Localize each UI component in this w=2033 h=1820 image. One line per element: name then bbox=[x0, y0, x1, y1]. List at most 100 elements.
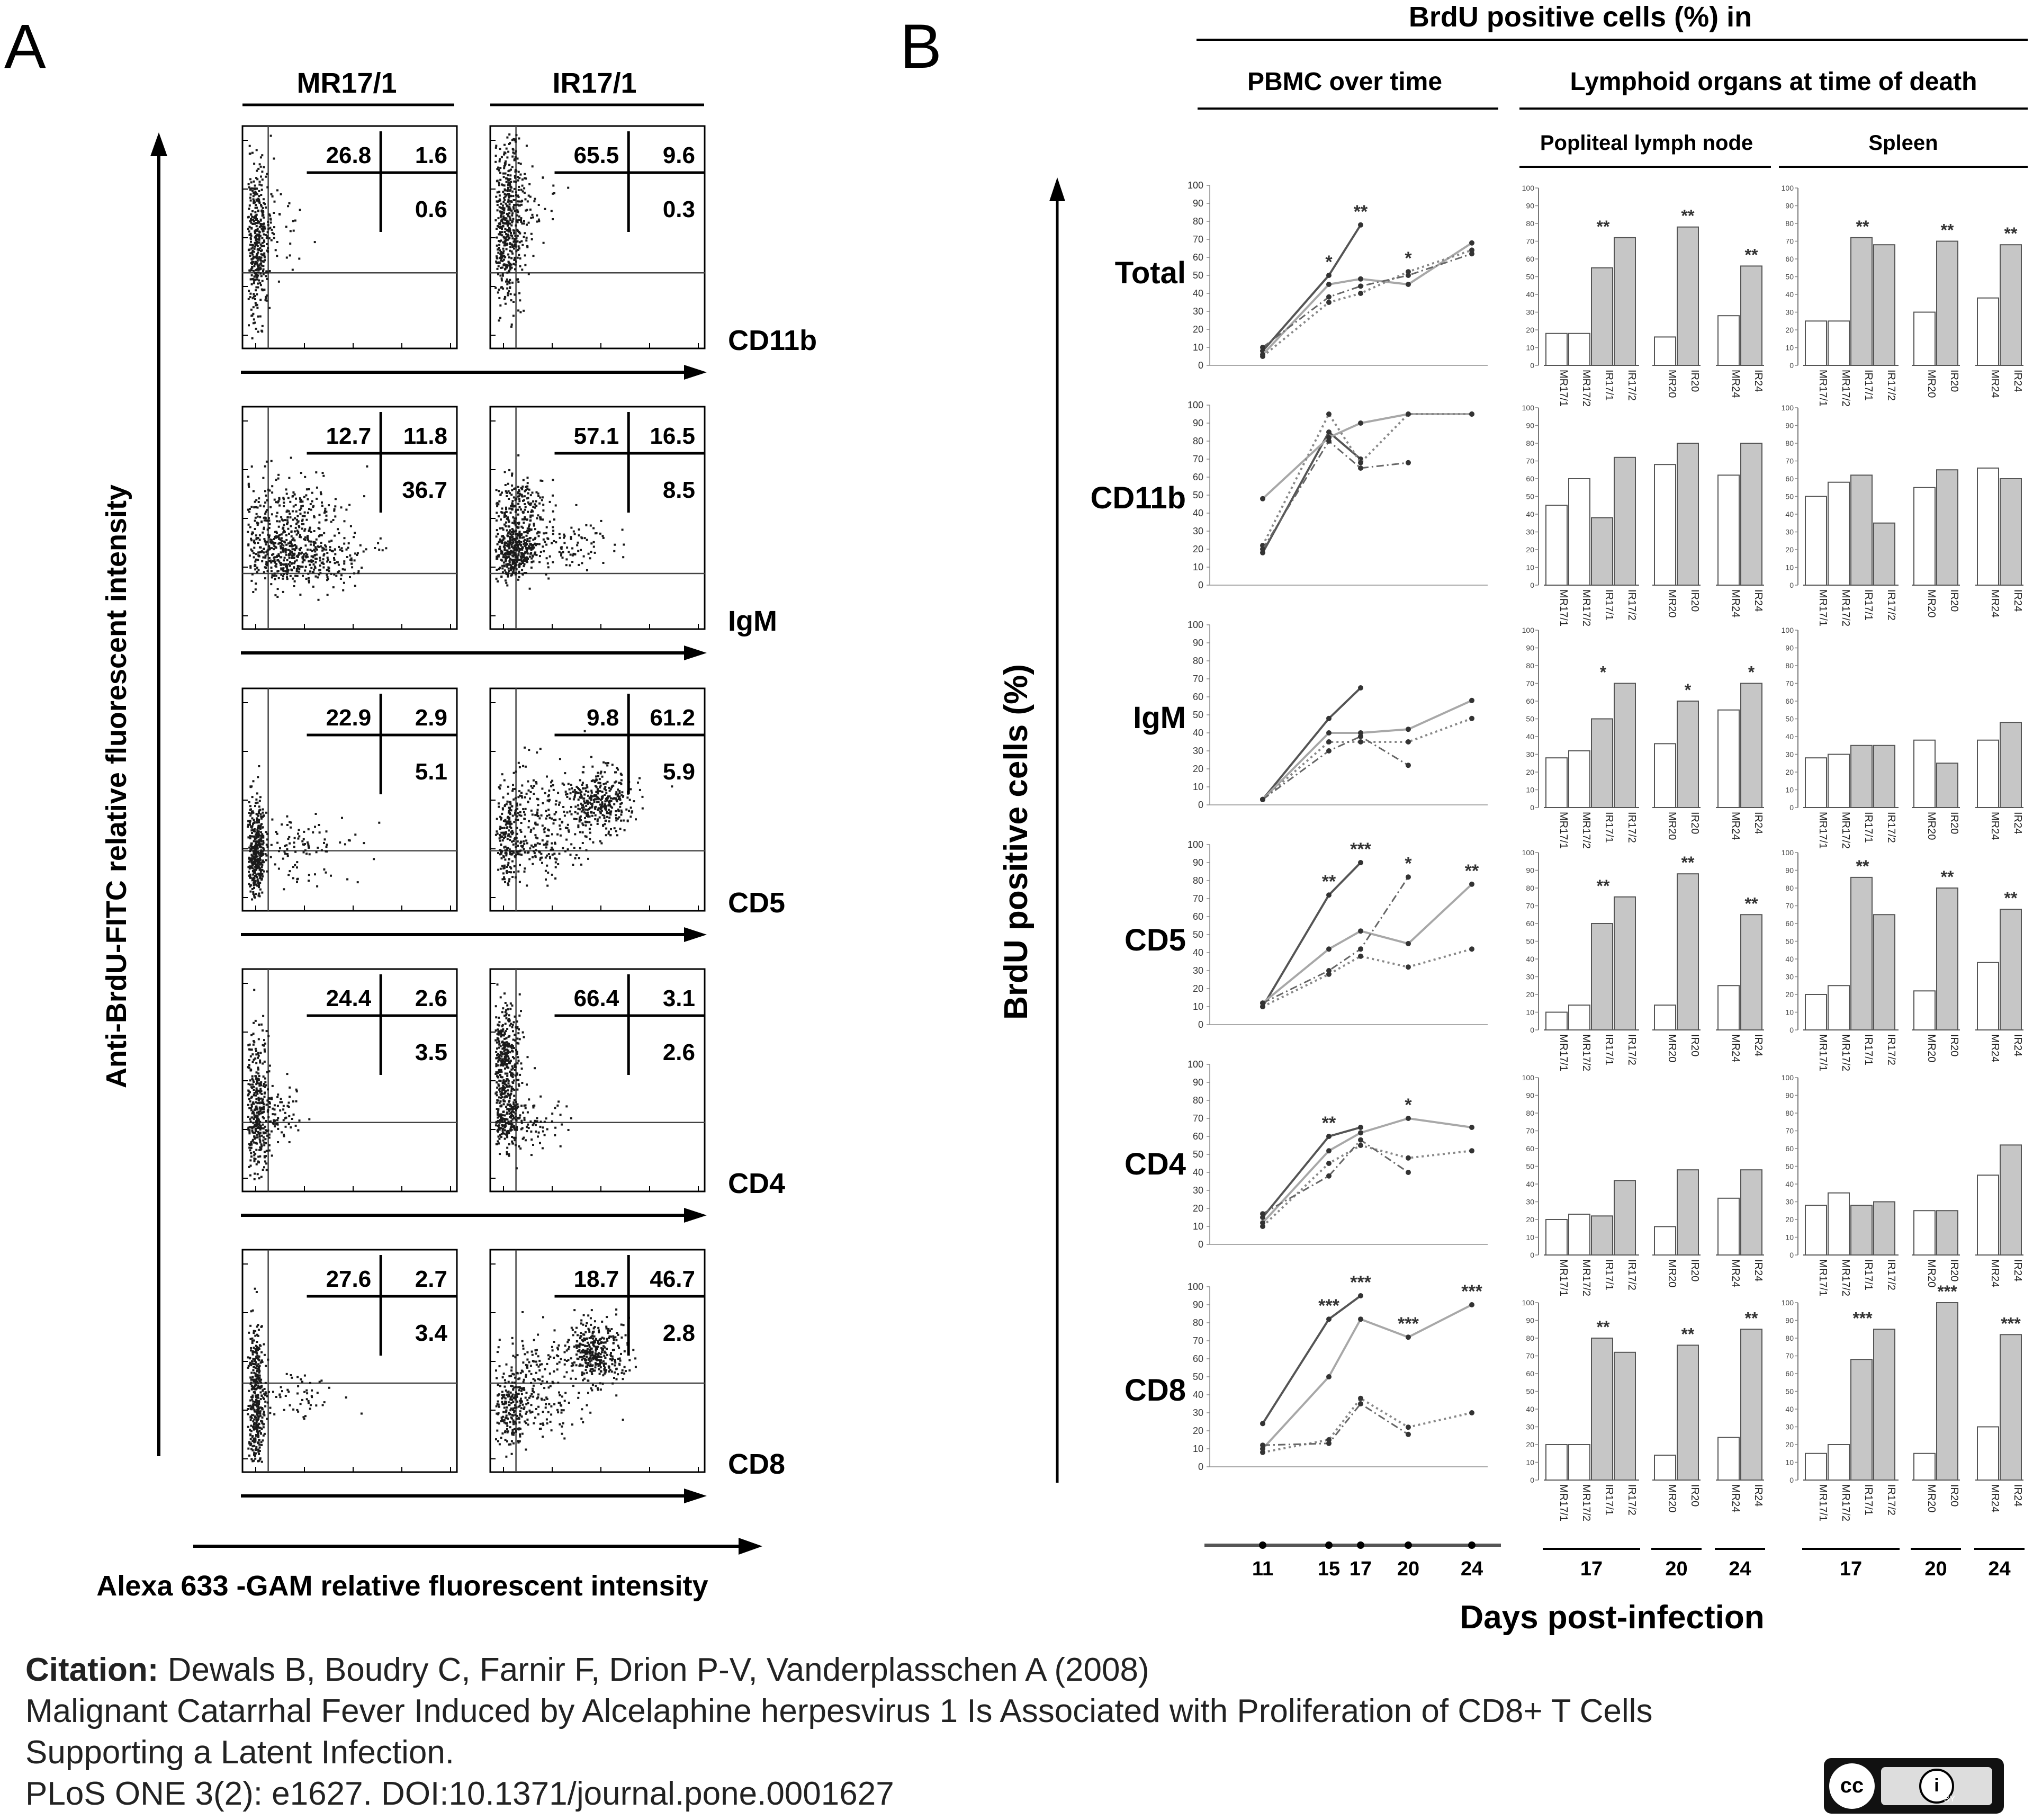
event-dot bbox=[251, 898, 254, 901]
event-dot bbox=[507, 792, 509, 795]
event-dot bbox=[296, 530, 299, 532]
event-dot bbox=[295, 1100, 298, 1102]
event-dot bbox=[259, 877, 262, 880]
event-dot bbox=[549, 857, 551, 859]
event-dot bbox=[250, 1371, 253, 1374]
event-dot bbox=[526, 482, 529, 485]
event-dot bbox=[501, 1092, 504, 1095]
event-dot bbox=[579, 815, 582, 818]
event-dot bbox=[618, 816, 620, 819]
event-dot bbox=[257, 851, 259, 853]
event-dot bbox=[551, 873, 553, 876]
event-dot bbox=[249, 270, 251, 272]
event-dot bbox=[554, 1126, 557, 1129]
event-dot bbox=[248, 1165, 250, 1168]
event-dot bbox=[254, 211, 257, 213]
event-dot bbox=[294, 526, 297, 529]
event-dot bbox=[515, 846, 517, 848]
event-dot bbox=[518, 559, 521, 561]
event-dot bbox=[523, 811, 525, 813]
event-dot bbox=[253, 989, 256, 991]
event-dot bbox=[498, 1059, 500, 1062]
event-dot bbox=[587, 802, 589, 805]
event-dot bbox=[289, 564, 291, 567]
event-dot bbox=[256, 1119, 258, 1122]
event-dot bbox=[518, 231, 520, 234]
event-dot bbox=[281, 823, 283, 826]
event-dot bbox=[501, 552, 503, 555]
event-dot bbox=[505, 515, 508, 517]
event-dot bbox=[356, 554, 358, 556]
event-dot bbox=[262, 840, 265, 842]
event-dot bbox=[529, 208, 532, 211]
event-dot bbox=[258, 868, 261, 871]
event-dot bbox=[498, 1122, 501, 1124]
event-dot bbox=[496, 512, 498, 514]
event-dot bbox=[263, 226, 266, 228]
event-dot bbox=[255, 851, 257, 854]
event-dot bbox=[297, 837, 300, 840]
event-dot bbox=[277, 553, 280, 555]
event-dot bbox=[520, 203, 523, 206]
event-dot bbox=[247, 482, 250, 485]
event-dot bbox=[256, 268, 258, 271]
event-dot bbox=[548, 813, 551, 816]
event-dot bbox=[497, 252, 500, 254]
event-dot bbox=[517, 1083, 520, 1086]
event-dot bbox=[251, 1083, 254, 1086]
event-dot bbox=[581, 771, 584, 774]
x-axis-label-a: Alexa 633 -GAM relative fluorescent inte… bbox=[96, 1570, 708, 1602]
event-dot bbox=[350, 562, 353, 565]
event-dot bbox=[517, 230, 519, 232]
event-dot bbox=[247, 543, 250, 546]
event-dot bbox=[499, 233, 502, 236]
event-dot bbox=[258, 1446, 261, 1449]
event-dot bbox=[260, 262, 263, 265]
event-dot bbox=[583, 802, 586, 804]
event-dot bbox=[631, 811, 633, 814]
event-dot bbox=[550, 210, 553, 212]
event-dot bbox=[517, 1056, 519, 1059]
event-dot bbox=[600, 770, 602, 773]
event-dot bbox=[255, 1098, 258, 1100]
event-dot bbox=[505, 160, 507, 163]
event-dot bbox=[507, 1049, 510, 1052]
event-dot bbox=[501, 221, 504, 224]
event-dot bbox=[583, 811, 586, 814]
event-dot bbox=[253, 163, 256, 165]
event-dot bbox=[577, 787, 579, 789]
event-dot bbox=[512, 1038, 515, 1041]
flow-plot-cd11b-ir17-1: 65.5 9.60.3 bbox=[489, 125, 706, 349]
event-dot bbox=[260, 245, 263, 247]
event-dot bbox=[254, 298, 256, 300]
event-dot bbox=[264, 1077, 266, 1080]
event-dot bbox=[295, 568, 298, 570]
event-dot bbox=[541, 499, 543, 501]
event-dot bbox=[247, 1126, 250, 1129]
event-dot bbox=[255, 1344, 257, 1347]
event-dot bbox=[595, 805, 597, 808]
event-dot bbox=[602, 805, 605, 808]
event-dot bbox=[516, 533, 519, 535]
event-dot bbox=[288, 532, 290, 535]
event-dot bbox=[311, 571, 314, 573]
event-dot bbox=[587, 815, 590, 818]
event-dot bbox=[523, 870, 526, 873]
event-dot bbox=[501, 1117, 504, 1119]
event-dot bbox=[266, 235, 268, 238]
event-dot bbox=[278, 497, 281, 499]
event-dot bbox=[257, 1078, 260, 1080]
event-dot bbox=[514, 210, 516, 212]
event-dot bbox=[518, 506, 521, 508]
event-dot bbox=[515, 250, 518, 253]
event-dot bbox=[516, 1107, 518, 1109]
event-dot bbox=[257, 862, 259, 865]
event-dot bbox=[523, 1116, 526, 1119]
event-dot bbox=[508, 1084, 511, 1087]
event-dot bbox=[258, 1370, 261, 1373]
quadrant-upper-right: 2.6 bbox=[415, 985, 447, 1011]
event-dot bbox=[509, 512, 512, 514]
event-dot bbox=[528, 523, 531, 526]
event-dot bbox=[248, 860, 250, 863]
event-dot bbox=[508, 1153, 510, 1155]
